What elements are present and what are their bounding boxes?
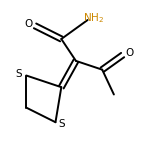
Text: O: O [125, 48, 133, 58]
Text: O: O [24, 19, 33, 29]
Text: NH$_2$: NH$_2$ [83, 12, 104, 26]
Text: S: S [15, 69, 22, 79]
Text: S: S [59, 119, 65, 129]
